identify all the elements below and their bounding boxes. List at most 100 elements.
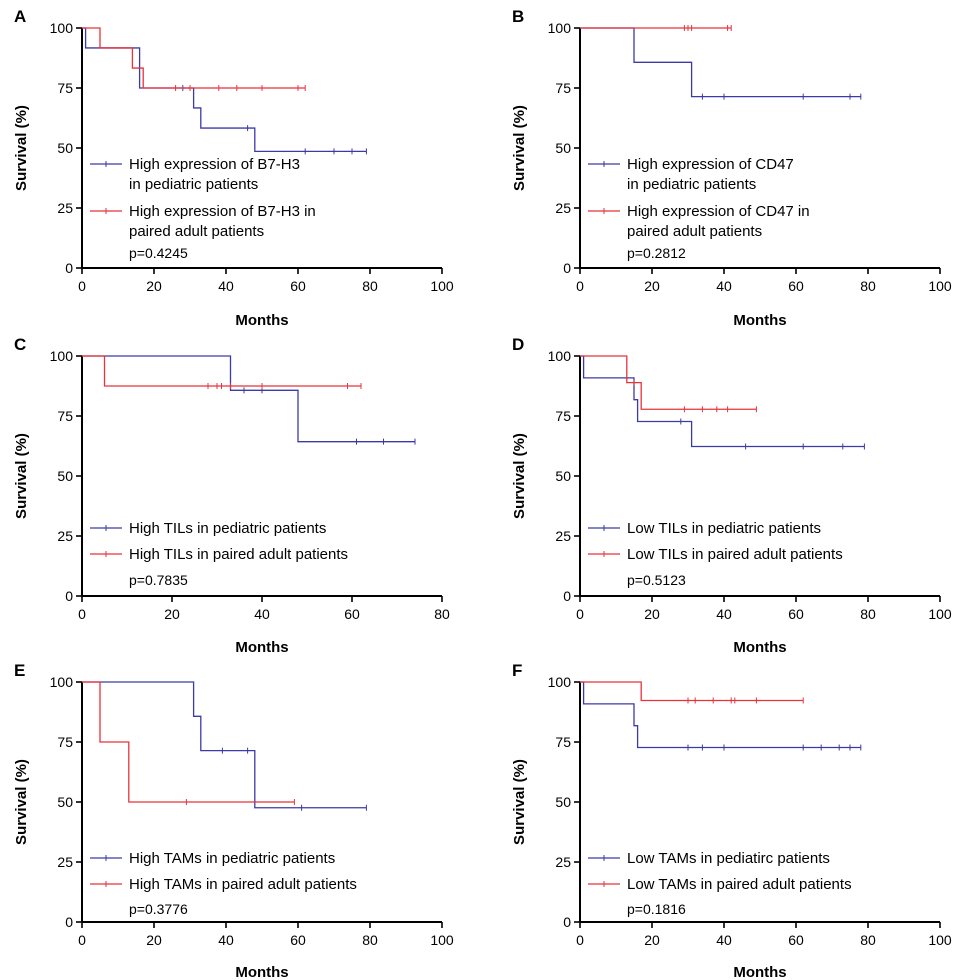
legend-label: High expression of B7-H3	[129, 156, 300, 173]
pediatric-survival-curve	[580, 355, 865, 448]
chart-panel-f: F 0 25 50 75 100 0 20 40 60 80 100 Months Survival (%…	[511, 661, 952, 980]
y-tick-label: 75	[555, 80, 571, 96]
x-tick-label: 100	[928, 606, 952, 622]
x-tick-label: 60	[788, 606, 804, 622]
y-tick-label: 0	[65, 260, 73, 276]
panel-letter: E	[14, 661, 25, 680]
y-tick-label: 50	[57, 794, 73, 810]
panel-letter: C	[14, 335, 26, 354]
x-tick-label: 0	[78, 278, 86, 294]
y-axis-title: Survival (%)	[13, 759, 30, 845]
x-tick-label: 80	[860, 278, 876, 294]
legend-label: High expression of CD47	[627, 156, 794, 173]
legend-label: High TAMs in pediatric patients	[129, 850, 335, 867]
y-tick-label: 100	[548, 348, 572, 364]
chart-panel-a: A 0 25 50 75 100 0 20 40 60 80 100 Months Survival (%…	[13, 7, 454, 329]
x-tick-label: 100	[928, 932, 952, 948]
x-tick-label: 20	[644, 932, 660, 948]
x-tick-label: 40	[254, 606, 270, 622]
y-tick-label: 0	[65, 914, 73, 930]
adult-survival-curve	[82, 27, 306, 89]
adult-survival-curve	[82, 355, 361, 387]
x-axis-title: Months	[235, 964, 288, 980]
x-axis-title: Months	[733, 964, 786, 980]
x-axis-title: Months	[733, 312, 786, 329]
legend-label: Low TILs in pediatric patients	[627, 520, 821, 537]
x-tick-label: 0	[576, 932, 584, 948]
panel-letter: D	[512, 335, 524, 354]
legend-label: High TILs in paired adult patients	[129, 546, 348, 563]
adult-survival-curve	[580, 355, 757, 410]
legend-label: in pediatric patients	[627, 176, 756, 193]
y-tick-label: 75	[555, 734, 571, 750]
x-axis-title: Months	[733, 639, 786, 656]
x-tick-label: 40	[716, 606, 732, 622]
pediatric-survival-curve	[580, 27, 861, 98]
y-tick-label: 50	[555, 468, 571, 484]
x-tick-label: 20	[146, 932, 162, 948]
pediatric-survival-curve	[82, 681, 367, 809]
y-tick-label: 25	[57, 528, 73, 544]
x-tick-label: 60	[344, 606, 360, 622]
x-tick-label: 0	[78, 606, 86, 622]
y-tick-label: 100	[50, 20, 74, 36]
x-tick-label: 40	[218, 932, 234, 948]
x-axis-title: Months	[235, 639, 288, 656]
panel-letter: F	[512, 661, 522, 680]
x-tick-label: 80	[860, 606, 876, 622]
legend-label: High expression of CD47 in	[627, 203, 810, 220]
x-tick-label: 100	[430, 278, 454, 294]
x-tick-label: 80	[362, 932, 378, 948]
x-tick-label: 20	[644, 606, 660, 622]
chart-panel-d: D 0 25 50 75 100 0 20 40 60 80 100 Months Survival (%…	[511, 335, 952, 656]
y-tick-label: 50	[555, 140, 571, 156]
p-value-label: p=0.3776	[129, 901, 188, 917]
y-tick-label: 100	[50, 348, 74, 364]
y-tick-label: 25	[555, 528, 571, 544]
x-tick-label: 40	[218, 278, 234, 294]
legend-label: Low TAMs in pediatirc patients	[627, 850, 830, 867]
x-tick-label: 20	[146, 278, 162, 294]
legend-label: in pediatric patients	[129, 176, 258, 193]
y-tick-label: 25	[555, 200, 571, 216]
pediatric-survival-curve	[82, 355, 415, 443]
x-tick-label: 100	[928, 278, 952, 294]
x-tick-label: 60	[788, 932, 804, 948]
panel-letter: B	[512, 7, 524, 26]
y-tick-label: 0	[65, 588, 73, 604]
legend-label: High expression of B7-H3 in	[129, 203, 316, 220]
panel-letter: A	[14, 7, 26, 26]
y-tick-label: 0	[563, 260, 571, 276]
y-tick-label: 75	[555, 408, 571, 424]
x-tick-label: 60	[290, 278, 306, 294]
y-tick-label: 50	[555, 794, 571, 810]
y-tick-label: 0	[563, 914, 571, 930]
adult-survival-curve	[580, 681, 804, 702]
p-value-label: p=0.5123	[627, 572, 686, 588]
x-tick-label: 40	[716, 278, 732, 294]
y-tick-label: 75	[57, 80, 73, 96]
x-tick-label: 0	[576, 606, 584, 622]
pediatric-survival-curve	[82, 27, 367, 153]
legend-label: Low TAMs in paired adult patients	[627, 876, 852, 893]
y-tick-label: 100	[50, 674, 74, 690]
legend-label: High TAMs in paired adult patients	[129, 876, 357, 893]
chart-panel-c: C 0 25 50 75 100 0 20 40 60 80 Months Survival (%) Hi…	[13, 335, 450, 656]
y-axis-title: Survival (%)	[511, 433, 528, 519]
x-axis-title: Months	[235, 312, 288, 329]
x-tick-label: 60	[290, 932, 306, 948]
p-value-label: p=0.7835	[129, 572, 188, 588]
legend-label: paired adult patients	[129, 223, 264, 240]
legend-label: paired adult patients	[627, 223, 762, 240]
y-axis-title: Survival (%)	[511, 105, 528, 191]
x-tick-label: 20	[164, 606, 180, 622]
x-tick-label: 0	[576, 278, 584, 294]
y-tick-label: 25	[555, 854, 571, 870]
p-value-label: p=0.4245	[129, 245, 188, 261]
y-axis-title: Survival (%)	[511, 759, 528, 845]
y-axis-title: Survival (%)	[13, 105, 30, 191]
y-tick-label: 25	[57, 200, 73, 216]
x-tick-label: 20	[644, 278, 660, 294]
p-value-label: p=0.2812	[627, 245, 686, 261]
